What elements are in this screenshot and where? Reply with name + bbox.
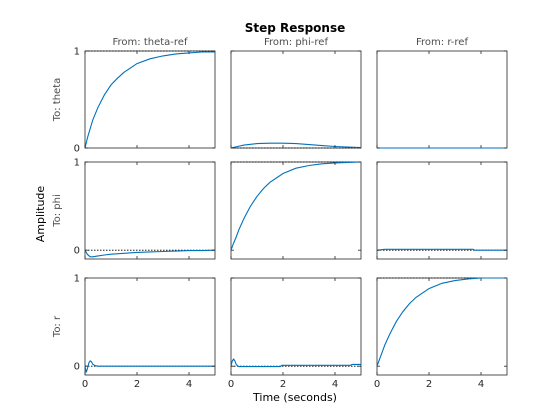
y-tick-label: 1 bbox=[74, 47, 80, 58]
column-header: From: r-ref bbox=[416, 37, 468, 48]
subplot-totheta-from-r-ref bbox=[376, 50, 508, 149]
x-tick-label: 0 bbox=[374, 379, 380, 390]
axes-frame bbox=[376, 161, 508, 260]
subplot-tor-from-r-ref: 0 2 4 bbox=[374, 277, 508, 390]
response-curve bbox=[230, 142, 362, 149]
y-tick-label: 0 bbox=[74, 246, 80, 257]
x-tick-label: 2 bbox=[280, 379, 286, 390]
y-tick-label: 0 bbox=[74, 144, 80, 155]
x-tick-label: 4 bbox=[332, 379, 338, 390]
axes-frame bbox=[230, 277, 362, 376]
subplot-totheta-from-theta-ref: 01 bbox=[74, 47, 216, 155]
axes-frame bbox=[84, 50, 216, 149]
y-tick-label: 1 bbox=[74, 158, 80, 169]
subplot-tor-from-theta-ref: 0 2 4 0 1 bbox=[74, 274, 216, 390]
x-tick-label: 4 bbox=[186, 379, 192, 390]
y-tick-label: 1 bbox=[74, 274, 80, 285]
row-header: To: r bbox=[52, 315, 63, 338]
row-header: To: phi bbox=[52, 194, 63, 228]
axes-frame bbox=[376, 277, 508, 376]
subplot-grid: From: theta-ref From: phi-ref From: r-ref T… bbox=[52, 37, 508, 390]
x-axis-label: Time (seconds) bbox=[252, 391, 337, 404]
row-header: To: theta bbox=[52, 78, 63, 123]
response-curve bbox=[376, 277, 507, 367]
axes-frame bbox=[230, 161, 362, 260]
y-axis-label: Amplitude bbox=[34, 186, 47, 243]
axes-frame bbox=[84, 277, 216, 376]
subplot-totheta-from-phi-ref bbox=[230, 50, 362, 149]
axes-frame bbox=[230, 50, 362, 149]
y-tick-label: 0 bbox=[74, 362, 80, 373]
response-curve bbox=[84, 360, 215, 373]
response-curve bbox=[230, 161, 362, 251]
response-curve bbox=[376, 248, 507, 251]
x-tick-label: 0 bbox=[82, 379, 88, 390]
x-tick-label: 2 bbox=[134, 379, 140, 390]
response-curve bbox=[84, 51, 215, 149]
figure-title: Step Response bbox=[245, 21, 345, 35]
axes-frame bbox=[84, 161, 216, 260]
x-tick-label: 0 bbox=[228, 379, 234, 390]
x-tick-label: 2 bbox=[426, 379, 432, 390]
subplot-tophi-from-phi-ref bbox=[230, 161, 362, 260]
subplot-tor-from-phi-ref: 0 2 4 bbox=[228, 277, 362, 390]
subplot-tophi-from-theta-ref: 01 bbox=[74, 158, 216, 260]
x-tick-label: 4 bbox=[478, 379, 484, 390]
response-curve bbox=[84, 249, 216, 258]
column-header: From: phi-ref bbox=[264, 37, 328, 48]
column-header: From: theta-ref bbox=[113, 37, 188, 48]
subplot-tophi-from-r-ref bbox=[376, 161, 508, 260]
axes-frame bbox=[376, 50, 508, 149]
response-curve bbox=[230, 358, 361, 368]
